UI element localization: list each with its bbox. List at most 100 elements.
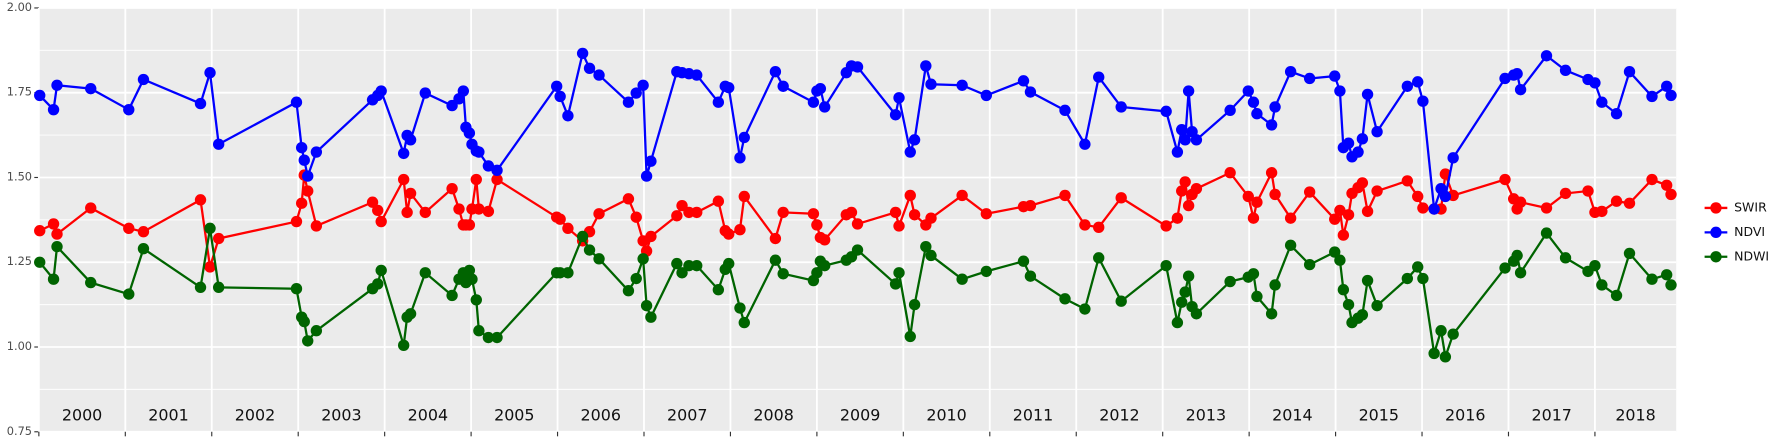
year-label: 2013 <box>1186 405 1226 424</box>
data-point <box>491 164 503 177</box>
data-point <box>1284 212 1297 224</box>
data-point <box>1190 182 1203 195</box>
data-point <box>1160 105 1172 118</box>
data-point <box>1361 88 1374 101</box>
data-point <box>1623 247 1636 260</box>
data-point <box>734 224 746 236</box>
data-point <box>1371 126 1383 138</box>
data-point <box>622 193 635 205</box>
data-point <box>683 206 695 219</box>
data-point <box>47 103 60 116</box>
data-point <box>1514 267 1527 279</box>
data-point <box>1182 270 1195 282</box>
year-label: 2000 <box>62 405 102 424</box>
data-point <box>1303 186 1316 198</box>
data-point <box>473 146 485 158</box>
data-point <box>372 278 384 290</box>
data-point <box>920 240 932 253</box>
data-point <box>630 211 642 223</box>
data-point <box>34 89 46 102</box>
data-point <box>290 283 303 295</box>
legend-key-point <box>1710 226 1722 239</box>
data-point <box>473 325 485 337</box>
data-point <box>1559 252 1572 264</box>
data-point <box>1412 190 1424 203</box>
data-point <box>1412 76 1424 88</box>
data-point <box>1093 252 1105 264</box>
data-point <box>1511 249 1523 262</box>
data-point <box>212 232 225 245</box>
data-point <box>463 219 476 231</box>
data-point <box>630 272 642 285</box>
data-point <box>956 79 968 91</box>
data-point <box>637 79 649 91</box>
year-label: 2003 <box>321 405 361 424</box>
data-point <box>1224 167 1236 179</box>
data-point <box>1439 351 1452 363</box>
data-point <box>1428 347 1440 360</box>
data-point <box>298 315 310 328</box>
data-point <box>734 302 746 314</box>
data-point <box>1093 71 1105 83</box>
data-point <box>925 212 937 224</box>
y-tick-label: 1.25 <box>7 254 32 268</box>
data-point <box>777 206 789 219</box>
data-point <box>1251 290 1263 303</box>
data-point <box>372 204 384 217</box>
data-point <box>1646 173 1658 186</box>
data-point <box>1176 123 1188 136</box>
data-point <box>491 331 503 344</box>
data-point <box>1342 137 1355 149</box>
data-point <box>1115 101 1127 113</box>
data-point <box>593 208 605 220</box>
data-point <box>1251 196 1263 208</box>
data-point <box>712 96 725 108</box>
data-point <box>818 259 831 272</box>
data-point <box>137 243 150 255</box>
data-point <box>1540 202 1553 214</box>
year-label: 2014 <box>1272 405 1312 424</box>
data-point <box>446 182 458 195</box>
data-point <box>769 66 782 78</box>
data-point <box>1160 220 1172 232</box>
data-point <box>1160 259 1172 272</box>
data-point <box>893 92 905 104</box>
legend-key-point <box>1710 251 1722 263</box>
data-point <box>807 96 820 108</box>
data-point <box>676 267 688 279</box>
data-point <box>1024 86 1037 98</box>
data-point <box>1017 75 1030 87</box>
data-point <box>302 335 314 347</box>
data-point <box>34 256 46 268</box>
legend-label: NDWI <box>1734 248 1769 263</box>
year-label: 2010 <box>926 405 966 424</box>
data-point <box>1115 192 1127 204</box>
data-point <box>1171 146 1184 158</box>
data-point <box>908 209 921 221</box>
data-point <box>1499 262 1511 274</box>
data-point <box>1176 296 1188 308</box>
year-label: 2008 <box>753 405 793 424</box>
data-point <box>1559 64 1572 77</box>
data-point <box>576 230 589 243</box>
data-point <box>691 259 703 272</box>
y-tick-label: 2.00 <box>7 0 32 14</box>
data-point <box>463 264 476 277</box>
data-point <box>1499 173 1511 186</box>
data-point <box>1079 138 1091 150</box>
data-point <box>1401 272 1414 285</box>
data-point <box>1428 203 1440 215</box>
data-point <box>1439 190 1452 203</box>
year-label: 2018 <box>1615 405 1655 424</box>
data-point <box>554 213 566 225</box>
data-point <box>1059 293 1071 305</box>
data-point <box>1079 303 1091 315</box>
data-point <box>491 173 503 186</box>
data-point <box>1401 80 1414 92</box>
data-point <box>1024 199 1037 212</box>
y-tick-label: 1.50 <box>7 169 32 183</box>
data-point <box>1540 50 1553 62</box>
data-point <box>1447 328 1459 340</box>
data-point <box>807 208 820 220</box>
